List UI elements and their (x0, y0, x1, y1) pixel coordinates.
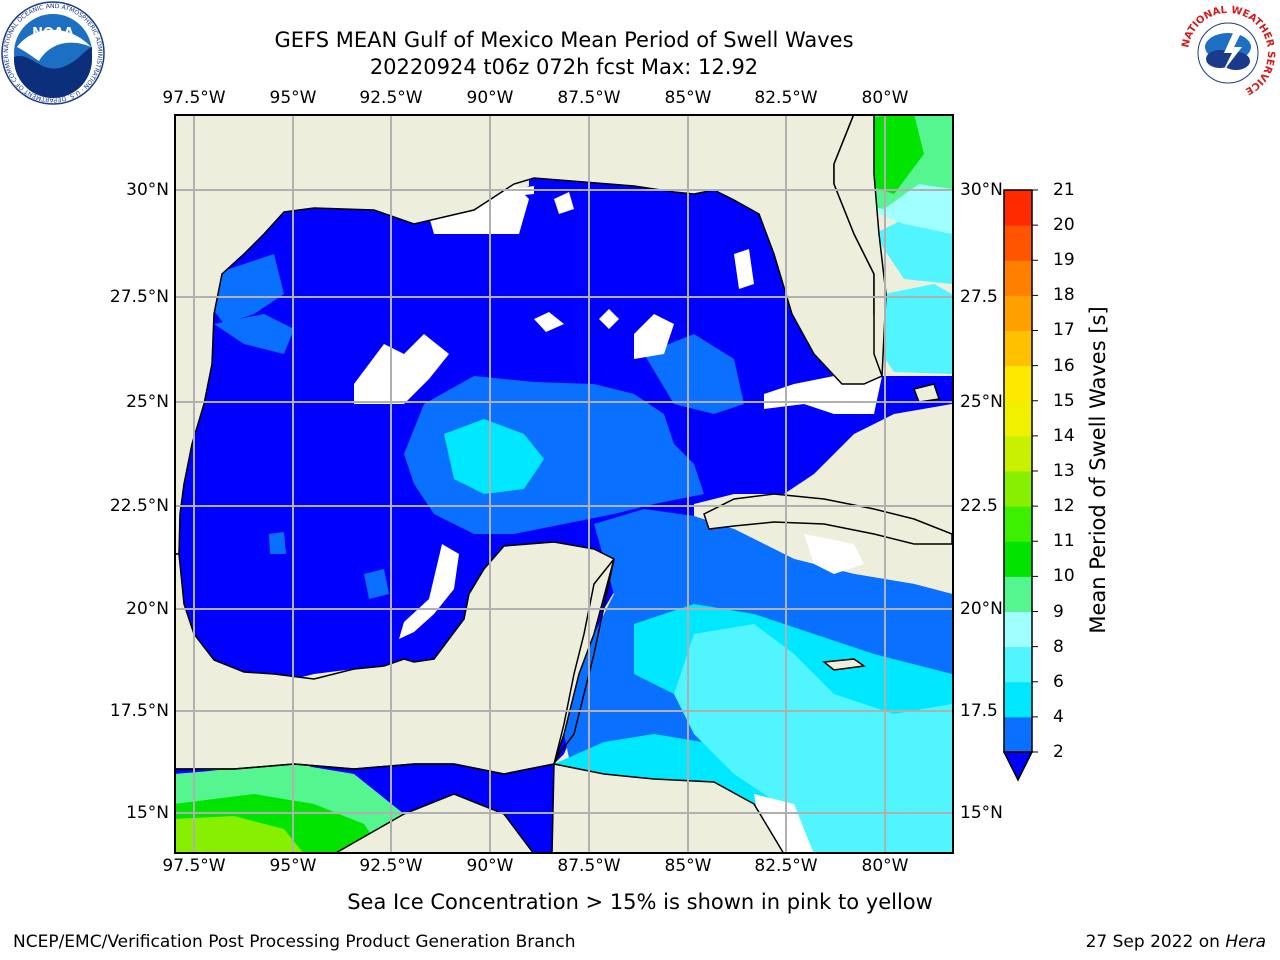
lon-tick-top: 97.5°W (162, 88, 226, 108)
noaa-logo: NATIONAL OCEANIC AND ATMOSPHERIC ADMINIS… (1, 1, 105, 105)
lon-tick-bottom: 97.5°W (162, 856, 226, 876)
lat-tick-right: 20°N (960, 599, 1003, 619)
colorbar-bin (1004, 716, 1032, 753)
colorbar-bin (1004, 435, 1032, 472)
colorbar-bin (1004, 400, 1032, 437)
colorbar-tick: 19 (1053, 250, 1075, 270)
lat-tick-right: 17.5 (960, 701, 998, 721)
colorbar-tick: 17 (1053, 320, 1075, 340)
lat-tick-left: 15°N (126, 803, 169, 823)
lat-tick-left: 20°N (126, 599, 169, 619)
lat-tick-right: 25°N (960, 392, 1003, 412)
lat-tick-left: 30°N (126, 180, 169, 200)
lon-tick-top: 95°W (269, 88, 317, 108)
colorbar-bin (1004, 506, 1032, 542)
colorbar-tick: 21 (1053, 180, 1075, 200)
lon-tick-top: 87.5°W (557, 88, 621, 108)
chart-subtitle: 20220924 t06z 072h fcst Max: 12.92 (369, 55, 759, 79)
lat-tick-left: 27.5°N (109, 287, 169, 307)
swell-11-13s (174, 816, 304, 854)
lon-tick-top: 82.5°W (754, 88, 818, 108)
lon-tick-bottom: 95°W (269, 856, 317, 876)
colorbar-bin (1004, 295, 1032, 331)
colorbar-bin (1004, 365, 1032, 402)
footer-machine: Hera (1225, 932, 1266, 952)
lon-tick-top: 80°W (861, 88, 909, 108)
lon-tick-top: 85°W (664, 88, 712, 108)
lon-tick-top: 92.5°W (359, 88, 423, 108)
lat-tick-right: 15°N (960, 803, 1003, 823)
colorbar-tick: 10 (1053, 566, 1075, 586)
colorbar-tick: 13 (1053, 461, 1075, 481)
colorbar-tick: 18 (1053, 285, 1075, 305)
colorbar-bin (1004, 190, 1032, 226)
colorbar-tick: 4 (1053, 707, 1064, 727)
colorbar-bin (1004, 611, 1032, 648)
colorbar-tick: 2 (1053, 742, 1064, 762)
colorbar (1002, 189, 1038, 782)
lat-tick-right: 27.5 (960, 287, 998, 307)
colorbar-tick: 15 (1053, 391, 1075, 411)
colorbar-bin (1004, 225, 1032, 261)
colorbar-tick: 20 (1053, 215, 1075, 235)
colorbar-bin (1004, 471, 1032, 507)
lat-tick-left: 25°N (126, 392, 169, 412)
footer-date-text: 27 Sep 2022 on (1085, 932, 1220, 952)
lon-tick-bottom: 85°W (664, 856, 712, 876)
colorbar-tick: 12 (1053, 496, 1075, 516)
colorbar-tick: 9 (1053, 602, 1064, 622)
colorbar-extend-min (1002, 751, 1034, 782)
lon-tick-bottom: 82.5°W (754, 856, 818, 876)
colorbar-tick: 16 (1053, 356, 1075, 376)
footer-date: 27 Sep 2022 on Hera (1086, 932, 1266, 952)
colorbar-bin (1004, 681, 1032, 718)
lon-tick-bottom: 92.5°W (359, 856, 423, 876)
swell-6-8s (674, 214, 952, 854)
lat-tick-right: 22.5 (960, 496, 998, 516)
colorbar-bin (1004, 541, 1032, 577)
colorbar-bin (1004, 260, 1032, 296)
colorbar-bin (1004, 330, 1032, 367)
lat-tick-right: 30°N (960, 180, 1003, 200)
svg-text:NOAA: NOAA (32, 26, 74, 41)
colorbar-label: Mean Period of Swell Waves [s] (1086, 306, 1110, 634)
colorbar-bin (1004, 576, 1032, 612)
colorbar-tick: 14 (1053, 426, 1075, 446)
lon-tick-bottom: 80°W (861, 856, 909, 876)
colorbar-tick: 8 (1053, 637, 1064, 657)
chart-title: GEFS MEAN Gulf of Mexico Mean Period of … (274, 28, 854, 52)
nws-logo: NATIONAL WEATHER SERVICE (1178, 3, 1278, 103)
map-frame (174, 114, 954, 854)
gridlines (174, 114, 954, 854)
lat-tick-left: 22.5°N (109, 496, 169, 516)
colorbar-bin (1004, 646, 1032, 683)
lon-tick-top: 90°W (466, 88, 514, 108)
lon-tick-bottom: 87.5°W (557, 856, 621, 876)
lat-tick-left: 17.5°N (109, 701, 169, 721)
footer-credit: NCEP/EMC/Verification Post Processing Pr… (13, 932, 576, 952)
lon-tick-bottom: 90°W (466, 856, 514, 876)
swell-period-map (174, 114, 954, 854)
colorbar-tick: 6 (1053, 672, 1064, 692)
colorbar-tick: 11 (1053, 531, 1075, 551)
sea-ice-note: Sea Ice Concentration > 15% is shown in … (347, 890, 933, 914)
